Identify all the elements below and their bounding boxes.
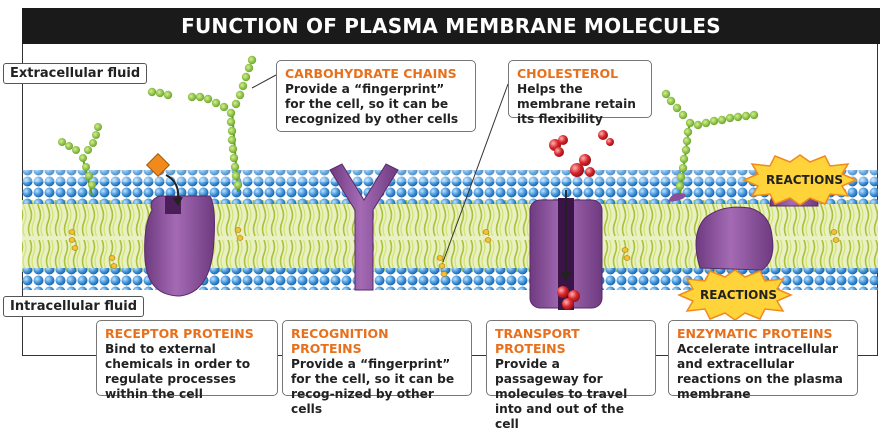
diagram-canvas: FUNCTION OF PLASMA MEMBRANE MOLECULES (3, 8, 880, 431)
carbohydrate-chain-small (58, 123, 102, 196)
membrane-illustration (22, 55, 878, 321)
callout-cholesterol: CHOLESTEROL Helps the membrane retain it… (508, 60, 652, 126)
callout-leader-lines (251, 74, 509, 263)
callout-recognition-body: Provide a “fingerprint” for the cell, so… (291, 357, 455, 416)
receptor-ligand (145, 152, 183, 206)
phospholipid-heads-outer (22, 170, 878, 204)
recognition-protein (329, 163, 399, 291)
reactions-label-top: REACTIONS (766, 173, 844, 187)
cholesterol-molecules (68, 227, 840, 277)
callout-cholesterol-body: Helps the membrane retain its flexibilit… (517, 82, 636, 126)
phospholipid-heads-inner (22, 268, 878, 290)
callout-cholesterol-heading: CHOLESTEROL (517, 66, 619, 81)
carbohydrate-chain-large (147, 55, 257, 193)
receptor-protein (144, 195, 215, 297)
reactions-label-bottom: REACTIONS (700, 288, 778, 302)
callout-receptor-body: Bind to external chemicals in order to r… (105, 342, 251, 401)
callout-carbohydrate-chains: CARBOHYDRATE CHAINS Provide a “fingerpri… (276, 60, 476, 132)
transport-molecules-outside (549, 130, 614, 177)
extracellular-fluid-label: Extracellular fluid (3, 63, 148, 84)
reactions-burst-top (742, 154, 858, 206)
diagram-title: FUNCTION OF PLASMA MEMBRANE MOLECULES (22, 8, 880, 44)
callout-recognition-heading: RECOGNITION PROTEINS (291, 326, 389, 356)
callout-transport-proteins: TRANSPORT PROTEINS Provide a passageway … (486, 320, 656, 431)
transport-molecules-inside (557, 286, 580, 310)
callout-transport-heading: TRANSPORT PROTEINS (495, 326, 580, 356)
transport-protein (529, 190, 603, 310)
callout-carbohydrate-body: Provide a “fingerprint” for the cell, so… (285, 82, 459, 126)
callout-carbohydrate-heading: CARBOHYDRATE CHAINS (285, 66, 457, 81)
callout-enzymatic-proteins: ENZYMATIC PROTEINS Accelerate intracellu… (668, 320, 858, 401)
callout-receptor-heading: RECEPTOR PROTEINS (105, 326, 254, 341)
callout-recognition-proteins: RECOGNITION PROTEINS Provide a “fingerpr… (282, 320, 472, 416)
callout-receptor-proteins: RECEPTOR PROTEINS Bind to external chemi… (96, 320, 278, 401)
carbohydrate-chain-right (661, 89, 759, 196)
callout-enzymatic-body: Accelerate intracellular and extracellul… (677, 342, 843, 401)
intracellular-fluid-label: Intracellular fluid (3, 296, 144, 317)
callout-enzymatic-heading: ENZYMATIC PROTEINS (677, 326, 833, 341)
callout-transport-body: Provide a passageway for molecules to tr… (495, 357, 628, 431)
